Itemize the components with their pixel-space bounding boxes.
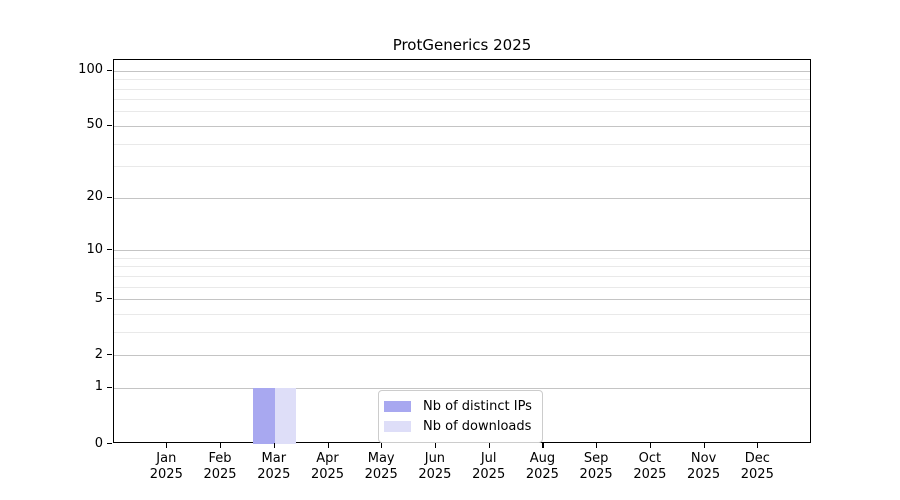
x-axis-tick-label: Mar 2025 bbox=[257, 451, 291, 482]
y-axis-tick bbox=[107, 386, 112, 389]
y-axis-tick-label: 2 bbox=[94, 346, 103, 362]
x-axis-tick bbox=[596, 443, 598, 448]
major-gridline bbox=[114, 197, 810, 199]
major-gridline bbox=[114, 299, 810, 300]
x-axis-tick bbox=[220, 443, 222, 448]
x-axis-tick bbox=[327, 443, 329, 448]
x-axis-tick bbox=[273, 443, 275, 448]
x-axis-tick-label: Dec 2025 bbox=[740, 451, 774, 482]
minor-gridline bbox=[114, 79, 810, 81]
y-axis-tick bbox=[107, 354, 112, 356]
legend-item-distinct-ips: Nb of distinct IPs bbox=[384, 396, 535, 416]
legend-label: Nb of distinct IPs bbox=[423, 398, 532, 414]
x-axis-tick-label: Apr 2025 bbox=[310, 451, 345, 482]
y-axis-tick-label: 0 bbox=[94, 435, 103, 451]
x-axis-tick-label: Oct 2025 bbox=[633, 451, 667, 482]
x-axis-tick-label: May 2025 bbox=[364, 451, 398, 482]
minor-gridline bbox=[114, 331, 810, 333]
plot-area bbox=[113, 59, 811, 444]
minor-gridline bbox=[114, 286, 810, 288]
minor-gridline bbox=[114, 266, 810, 268]
minor-gridline bbox=[114, 313, 810, 315]
minor-gridline bbox=[114, 166, 810, 168]
major-gridline bbox=[114, 355, 810, 357]
minor-gridline bbox=[114, 88, 810, 90]
y-axis-tick-label: 10 bbox=[86, 241, 103, 257]
x-axis-tick bbox=[381, 443, 383, 448]
bar-downloads bbox=[274, 387, 297, 444]
x-axis-tick-label: Nov 2025 bbox=[687, 451, 721, 482]
y-axis-tick bbox=[107, 298, 112, 300]
major-gridline bbox=[114, 125, 810, 127]
x-axis-tick bbox=[649, 443, 652, 448]
y-axis-tick bbox=[107, 124, 112, 127]
y-axis-tick bbox=[107, 69, 112, 71]
legend-label: Nb of downloads bbox=[423, 418, 532, 434]
minor-gridline bbox=[114, 143, 810, 145]
y-axis-tick bbox=[107, 249, 112, 251]
x-axis-tick-label: Jun 2025 bbox=[418, 451, 452, 482]
chart-title: ProtGenerics 2025 bbox=[392, 36, 532, 54]
x-axis-tick bbox=[542, 443, 544, 448]
legend: Nb of distinct IPs Nb of downloads bbox=[378, 390, 543, 443]
x-axis-tick-label: Feb 2025 bbox=[203, 451, 237, 482]
x-axis-tick bbox=[757, 443, 759, 448]
major-gridline bbox=[114, 70, 810, 72]
x-axis-tick-label: Sep 2025 bbox=[579, 451, 613, 482]
y-axis-tick bbox=[107, 443, 112, 445]
x-axis-tick-label: Jul 2025 bbox=[472, 451, 506, 482]
x-axis-tick bbox=[166, 443, 168, 448]
minor-gridline bbox=[114, 257, 810, 259]
x-axis-tick bbox=[703, 443, 705, 448]
x-axis-tick bbox=[434, 443, 437, 448]
y-axis-tick-label: 5 bbox=[94, 290, 103, 306]
distinct-ips-swatch-icon bbox=[384, 400, 411, 412]
y-axis-tick bbox=[107, 196, 112, 198]
y-axis-tick-label: 100 bbox=[78, 62, 103, 78]
x-axis-tick-label: Aug 2025 bbox=[525, 451, 559, 482]
major-gridline bbox=[114, 387, 810, 389]
bar-distinct-ips bbox=[253, 387, 275, 444]
minor-gridline bbox=[114, 275, 810, 277]
y-axis-tick-label: 50 bbox=[86, 117, 103, 133]
x-axis-tick-label: Jan 2025 bbox=[149, 451, 183, 482]
minor-gridline bbox=[114, 111, 810, 113]
x-axis-tick bbox=[488, 443, 490, 448]
major-gridline bbox=[114, 250, 810, 251]
y-axis-tick-label: 20 bbox=[86, 189, 103, 205]
legend-item-downloads: Nb of downloads bbox=[384, 416, 535, 436]
minor-gridline bbox=[114, 99, 810, 101]
downloads-swatch-icon bbox=[384, 420, 411, 432]
y-axis-tick-label: 1 bbox=[94, 379, 103, 395]
